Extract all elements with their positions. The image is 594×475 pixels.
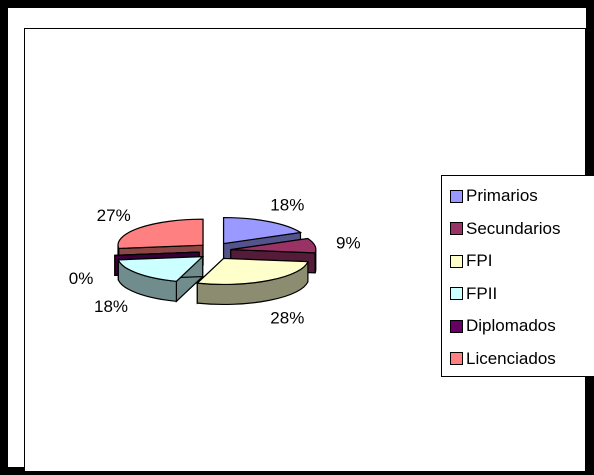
legend-label-fpi: FPI [466,251,493,271]
slice-licenciados [117,218,204,250]
legend-item-fpii: FPII [442,278,594,311]
legend-swatch-fpi [450,254,463,268]
data-label-licenciados: 27% [97,206,131,225]
legend-item-secundarios: Secundarios [442,213,594,246]
slice-fpii [117,255,205,282]
slice-diplomados [114,251,200,256]
legend-swatch-secundarios [450,222,463,236]
legend-label-primarios: Primarios [466,186,538,206]
legend-item-diplomados: Diplomados [442,310,594,343]
legend-label-fpii: FPII [466,283,498,303]
slice-fpi [195,257,309,286]
legend-item-licenciados: Licenciados [442,343,594,376]
legend: Primarios Secundarios FPI FPII Diplomados Lic… [441,175,594,377]
slice-secundarios [230,237,317,254]
legend-swatch-fpii [450,287,463,301]
legend-label-secundarios: Secundarios [466,218,561,238]
legend-item-fpi: FPI [442,245,594,278]
chart-area: 18% 9% 28% 18% 0% 27% Primarios Secundarios FPI… [24,28,594,472]
data-label-diplomados: 0% [69,269,94,288]
pie-tops [114,216,317,286]
data-label-fpii: 18% [94,297,128,316]
data-label-fpi: 28% [270,308,304,327]
legend-label-licenciados: Licenciados [466,348,556,368]
legend-swatch-primarios [450,189,463,203]
pie-chart: 18%9%28%18%0%27% [69,196,361,328]
legend-swatch-licenciados [450,352,463,366]
pie-labels: 18%9%28%18%0%27% [69,196,361,328]
legend-label-diplomados: Diplomados [466,316,556,336]
data-label-primarios: 18% [270,196,304,215]
legend-item-primarios: Primarios [442,180,594,213]
data-label-secundarios: 9% [336,233,361,252]
legend-swatch-diplomados [450,319,463,333]
slice-primarios [222,216,303,245]
